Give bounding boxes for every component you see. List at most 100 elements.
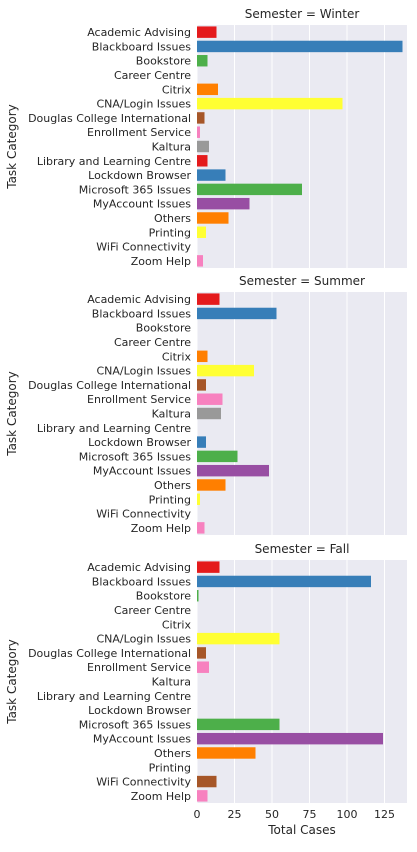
x-tick-label: 75 [303,808,317,821]
category-label: Library and Learning Centre [37,155,191,168]
category-label: Career Centre [114,69,191,82]
y-axis-label: Task Category [5,104,19,190]
category-label: Douglas College International [28,379,191,392]
category-label: Library and Learning Centre [37,422,191,435]
category-label: Printing [149,226,191,239]
category-label: Others [154,747,191,760]
category-label: WiFi Connectivity [96,241,191,254]
bar [197,561,220,573]
bar [197,575,371,588]
bar [197,647,206,659]
category-label: CNA/Login Issues [97,98,192,111]
category-label: Lockdown Browser [88,704,191,717]
x-tick-label: 0 [194,808,201,821]
category-label: CNA/Login Issues [97,365,192,378]
category-label: Printing [149,493,191,506]
category-label: Citrix [162,618,192,631]
category-label: Blackboard Issues [92,40,191,53]
bar [197,293,220,305]
category-label: Blackboard Issues [92,307,191,320]
bar [197,26,217,38]
plot-area-fall [197,560,407,803]
category-label: Lockdown Browser [88,169,191,182]
y-axis-label: Task Category [5,371,19,457]
category-label: Kaltura [152,676,191,689]
category-label: Printing [149,761,191,774]
category-label: Microsoft 365 Issues [79,450,191,463]
bar [197,393,223,405]
bar [197,493,200,505]
category-label: Microsoft 365 Issues [79,183,191,196]
bar [197,590,199,602]
bar [197,464,269,477]
bar [197,83,218,96]
category-label: Bookstore [136,590,191,603]
x-tick-label: 25 [228,808,242,821]
category-label: Zoom Help [131,255,191,268]
category-label: Douglas College International [28,112,191,125]
bar [197,775,217,788]
category-label: Microsoft 365 Issues [79,718,191,731]
panel-title-fall: Semester = Fall [255,542,350,556]
category-label: Kaltura [152,141,191,154]
y-axis-label: Task Category [5,639,19,725]
category-label: Academic Advising [87,26,191,39]
bar [197,255,203,267]
category-label: Academic Advising [87,293,191,306]
bar [197,155,208,167]
category-label: Others [154,212,191,225]
bar [197,97,343,110]
category-label: MyAccount Issues [93,465,191,478]
bar [197,183,302,196]
bar [197,407,221,420]
x-tick-label: 125 [374,808,395,821]
category-label: Career Centre [114,336,191,349]
category-label: Citrix [162,83,192,96]
category-label: Others [154,479,191,492]
bar [197,436,206,448]
category-label: CNA/Login Issues [97,633,192,646]
category-label: Academic Advising [87,561,191,574]
category-label: Douglas College International [28,647,191,660]
bar [197,350,208,363]
bar [197,747,256,759]
bar [197,126,200,138]
category-label: Blackboard Issues [92,575,191,588]
bar [197,364,254,377]
category-label: Bookstore [136,322,191,335]
bar [197,479,226,491]
bar [197,40,403,53]
bar [197,197,250,210]
x-tick-label: 50 [265,808,279,821]
bar [197,169,226,181]
bar [197,226,206,238]
bar [197,718,280,731]
category-label: Library and Learning Centre [37,690,191,703]
bar [197,307,277,320]
bar [197,140,209,153]
category-label: WiFi Connectivity [96,508,191,521]
category-label: Citrix [162,350,192,363]
panel-title-winter: Semester = Winter [245,7,360,21]
bar [197,790,208,802]
category-label: Lockdown Browser [88,436,191,449]
category-label: Zoom Help [131,790,191,803]
bar [197,112,205,124]
category-label: Career Centre [114,604,191,617]
category-label: Kaltura [152,408,191,421]
panel-title-summer: Semester = Summer [239,274,365,288]
category-label: Zoom Help [131,522,191,535]
bar [197,55,208,67]
plot-area-winter [197,25,407,268]
category-label: MyAccount Issues [93,198,191,211]
bar [197,632,280,645]
bar [197,379,206,391]
category-label: Enrollment Service [87,126,191,139]
category-label: Enrollment Service [87,393,191,406]
x-axis-label: Total Cases [267,823,335,837]
bar [197,522,205,534]
category-label: MyAccount Issues [93,733,191,746]
plot-area-summer [197,292,407,535]
category-label: Enrollment Service [87,661,191,674]
